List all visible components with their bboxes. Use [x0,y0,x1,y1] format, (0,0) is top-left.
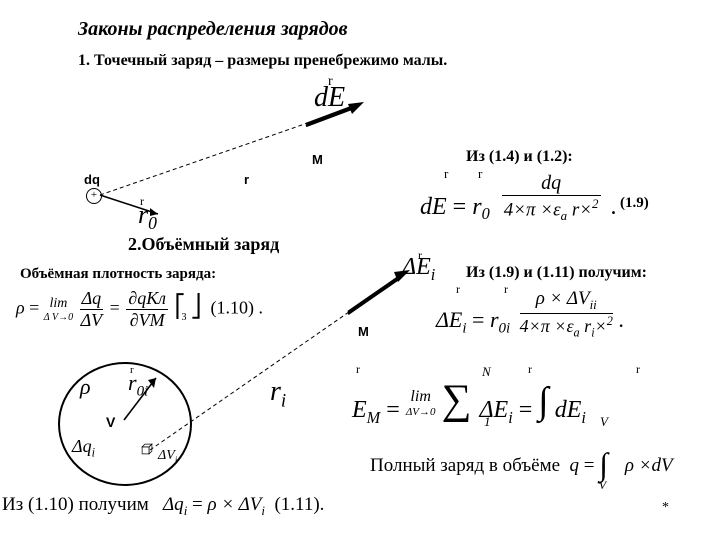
dEi-arrow-accent: r [418,248,422,263]
ri-label: ri [270,376,286,413]
r0i-arrow-accent: r [130,364,134,376]
equation-1-10: ρ = lim Δ V→0 Δq ΔV = ∂qКл ∂VМ ⎡3⎦ (1.10… [16,288,263,331]
from-1-10-text: Из (1.10) получим Δqi = ρ × ΔVi (1.11). [2,494,324,519]
dq-label: dq [84,172,100,187]
charge-plus-icon: + [86,188,102,204]
volume-density-label: Объёмная плотность заряда: [20,266,216,283]
r0-vec-accent-eq: r [478,166,482,182]
cube-icon [140,442,154,456]
dE-vec-accent: r [444,166,448,182]
V-label: V [106,414,115,430]
r0i-vec-accent: r [504,282,508,297]
full-charge-text: Полный заряд в объёме q = ∫ V ρ ×dV [370,442,673,479]
dEi-vec-accent: r [456,282,460,297]
dqi-label: Δqi [72,436,95,461]
EM-vec-accent: r [356,362,360,377]
footnote-star: * [662,500,669,516]
rho-label: ρ [80,374,91,400]
dEi-sum-vec-accent: r [528,362,532,377]
equation-delta-Ei: ΔEi = r0i ρ × ΔVii 4×π ×εa ri×2 . [436,288,706,340]
from-1-4-1-2: Из (1.4) и (1.2): [466,148,573,166]
section-2-heading: 2.Объёмный заряд [128,234,279,255]
eq-number-1-9: (1.9) [620,195,649,212]
from-1-9-1-11: Из (1.9) и (1.11) получим: [466,264,647,282]
m-label-1: M [312,152,323,167]
dVi-label: ΔVi [158,448,177,466]
equation-EM: EM = lim ΔV→0 ∑ N 1 ΔEi = ∫ V dEi [352,366,692,414]
eq-number-1-10: (1.10) . [211,298,264,318]
dE-arrow-accent: r [328,74,333,90]
volume-circle [58,362,192,486]
dEi-int-vec-accent: r [636,362,640,377]
m-label-2: M [358,324,369,339]
r-label: r [244,172,249,187]
r0-arrow-accent: r [140,194,144,209]
